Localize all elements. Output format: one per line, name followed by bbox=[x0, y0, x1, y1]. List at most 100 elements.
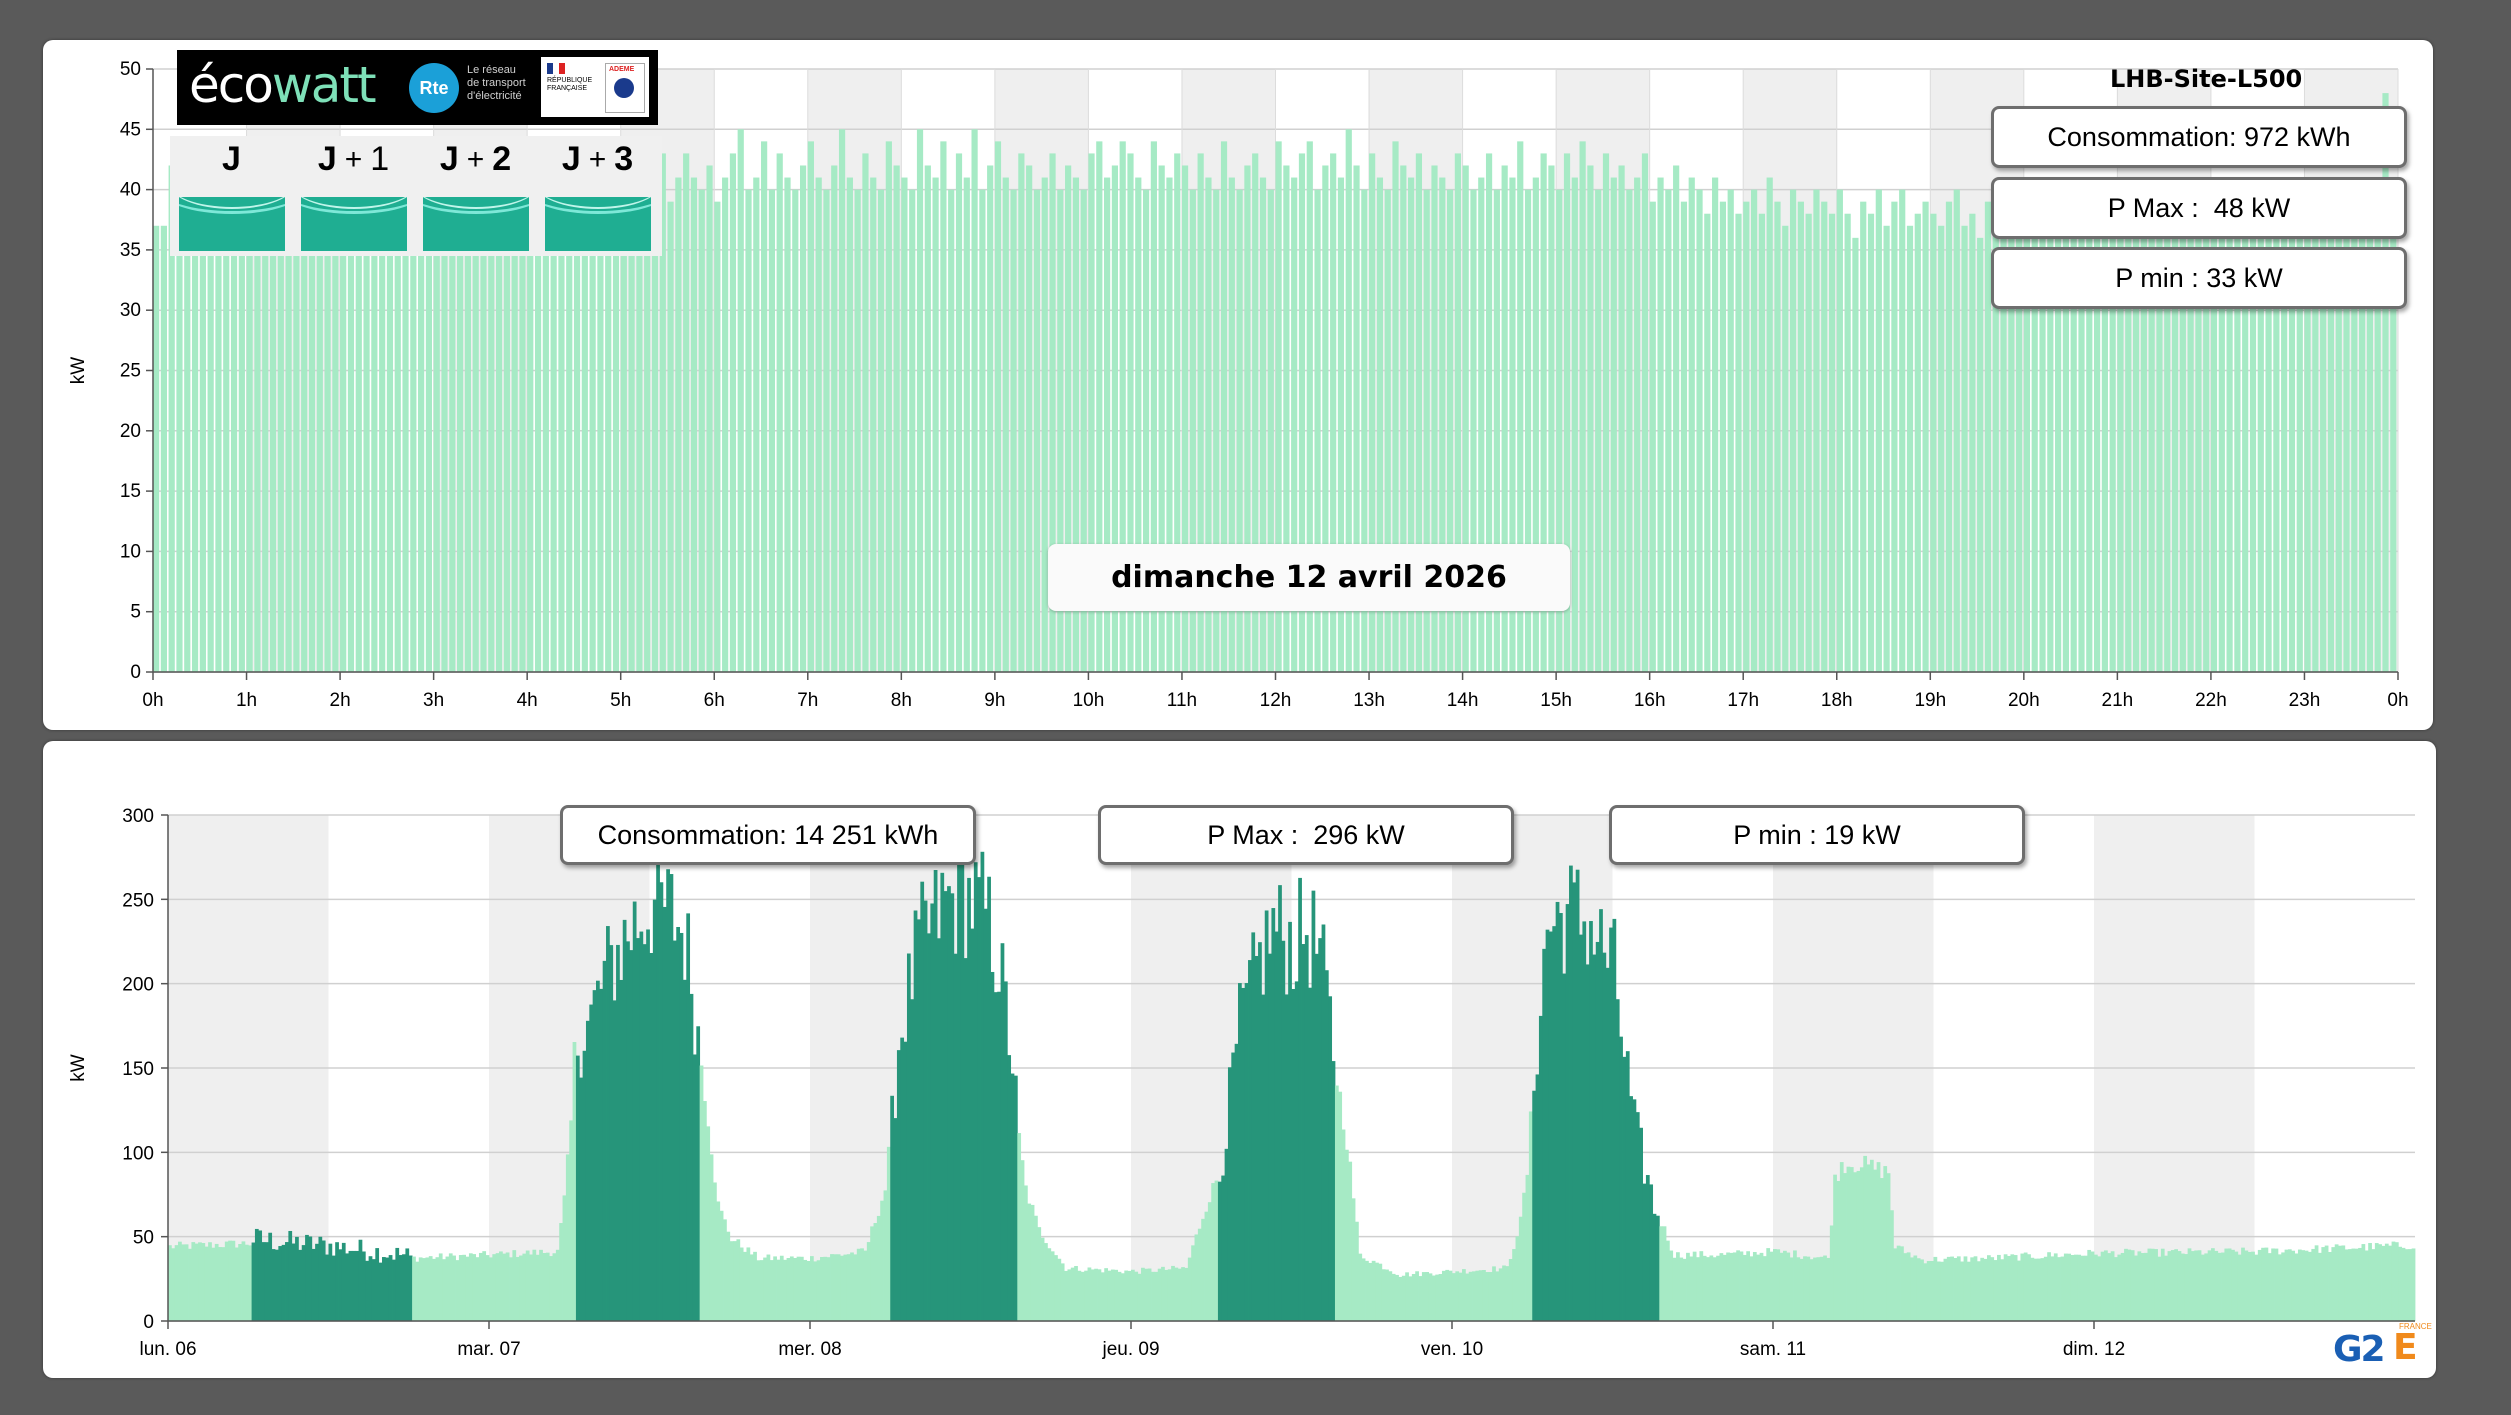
data-bar bbox=[994, 141, 1002, 673]
data-bar bbox=[1758, 213, 1765, 672]
data-bar bbox=[2273, 237, 2280, 672]
x-tick-label: 9h bbox=[984, 690, 1005, 711]
data-bar bbox=[2094, 1254, 2098, 1321]
data-bar bbox=[896, 1050, 901, 1321]
data-bar bbox=[589, 1004, 594, 1321]
data-bar bbox=[886, 1146, 891, 1321]
data-bar bbox=[2366, 225, 2374, 672]
data-bar bbox=[558, 177, 565, 673]
data-bar bbox=[281, 1244, 286, 1321]
data-bar bbox=[425, 153, 433, 673]
data-bar bbox=[492, 1254, 497, 1321]
data-bar bbox=[2030, 1257, 2035, 1321]
data-bar bbox=[582, 1050, 587, 1321]
data-bar bbox=[181, 1244, 186, 1321]
data-bar bbox=[254, 1228, 259, 1321]
ecowatt-banner[interactable]: écowatt Rte Le réseau de transport d'éle… bbox=[177, 50, 658, 125]
data-bar bbox=[605, 189, 612, 672]
data-bar bbox=[990, 971, 995, 1321]
data-bar bbox=[2374, 237, 2381, 672]
data-bar bbox=[1933, 1256, 1938, 1321]
data-bar bbox=[1197, 153, 1204, 673]
data-bar bbox=[679, 932, 684, 1321]
data-bar bbox=[1836, 1181, 1841, 1321]
data-bar bbox=[535, 1254, 540, 1321]
data-bar bbox=[1571, 177, 1578, 673]
data-bar bbox=[2062, 225, 2070, 672]
data-bar bbox=[1217, 1181, 1222, 1321]
data-bar bbox=[379, 153, 386, 673]
data-bar bbox=[395, 1247, 400, 1321]
x-tick-label: 14h bbox=[1447, 690, 1479, 711]
data-bar bbox=[1805, 213, 1812, 672]
data-bar bbox=[398, 1255, 403, 1321]
data-bar bbox=[269, 153, 277, 673]
data-bar bbox=[552, 1253, 557, 1321]
data-bar bbox=[856, 1248, 861, 1321]
data-bar bbox=[277, 189, 284, 672]
data-bar bbox=[1049, 153, 1056, 673]
data-bar bbox=[532, 1249, 537, 1321]
y-axis-label: kW bbox=[68, 1054, 89, 1082]
data-bar bbox=[854, 189, 861, 672]
data-bar bbox=[692, 1054, 697, 1321]
data-bar bbox=[2227, 1248, 2232, 1321]
data-bar bbox=[410, 213, 417, 672]
data-bar bbox=[2277, 1254, 2282, 1321]
data-bar bbox=[254, 189, 261, 672]
data-bar bbox=[2378, 1244, 2382, 1321]
data-bar bbox=[363, 225, 370, 672]
data-bar bbox=[1652, 1213, 1657, 1321]
data-bar bbox=[1993, 1260, 1998, 1321]
data-bar bbox=[970, 928, 975, 1321]
wave-signal-icon bbox=[179, 197, 285, 251]
data-bar bbox=[2047, 1252, 2051, 1321]
data-bar bbox=[1605, 967, 1610, 1321]
data-bar bbox=[862, 153, 869, 673]
x-tick-label: 12h bbox=[1260, 690, 1292, 711]
data-bar bbox=[883, 1190, 888, 1321]
data-bar bbox=[2244, 1250, 2249, 1321]
x-tick-label: 10h bbox=[1073, 690, 1105, 711]
data-bar bbox=[1867, 213, 1875, 672]
data-bar bbox=[1961, 225, 1968, 672]
data-bar bbox=[1478, 177, 1485, 673]
data-bar bbox=[1211, 1183, 1215, 1321]
data-bar bbox=[1184, 1267, 1189, 1321]
data-bar bbox=[228, 1240, 232, 1321]
data-bar bbox=[699, 1065, 704, 1321]
data-bar bbox=[1348, 1161, 1353, 1321]
x-tick-label: lun. 06 bbox=[139, 1339, 196, 1360]
data-bar bbox=[2249, 213, 2257, 672]
data-bar bbox=[1026, 165, 1033, 673]
data-bar bbox=[2194, 1250, 2199, 1321]
data-bar bbox=[1676, 1252, 1680, 1321]
data-bar bbox=[475, 1257, 480, 1321]
data-bar bbox=[1836, 189, 1843, 672]
data-bar bbox=[799, 165, 807, 673]
x-tick-label: 15h bbox=[1540, 690, 1572, 711]
data-bar bbox=[602, 960, 607, 1321]
data-bar bbox=[1084, 1270, 1088, 1321]
data-bar bbox=[262, 225, 269, 672]
x-tick-label: 0h bbox=[142, 690, 163, 711]
data-bar bbox=[784, 177, 791, 673]
data-bar bbox=[2308, 1251, 2312, 1321]
data-bar bbox=[291, 1243, 296, 1321]
data-bar bbox=[1973, 1256, 1978, 1321]
data-bar bbox=[1275, 141, 1282, 673]
data-bar bbox=[786, 1258, 791, 1321]
data-bar bbox=[2184, 1254, 2189, 1321]
data-bar bbox=[509, 1257, 513, 1321]
data-bar bbox=[901, 177, 908, 673]
data-bar bbox=[1783, 1250, 1787, 1321]
data-bar bbox=[2359, 237, 2366, 672]
data-bar bbox=[1641, 153, 1649, 673]
data-bar bbox=[534, 189, 542, 672]
data-bar bbox=[478, 1252, 483, 1321]
data-bar bbox=[519, 1255, 523, 1321]
data-bar bbox=[324, 153, 331, 673]
data-bar bbox=[1415, 153, 1423, 673]
data-bar bbox=[833, 1254, 838, 1321]
data-bar bbox=[1727, 189, 1734, 672]
